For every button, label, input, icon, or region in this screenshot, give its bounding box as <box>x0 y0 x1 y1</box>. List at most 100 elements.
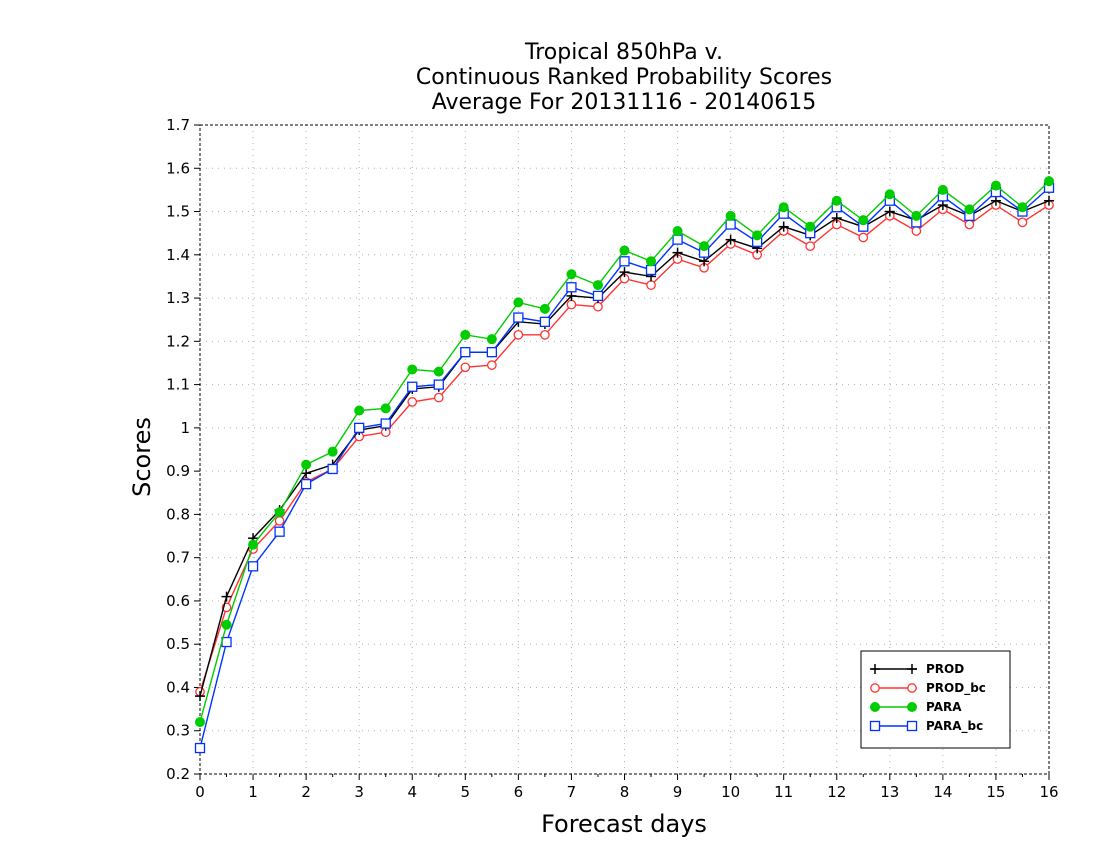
legend-label: PROD_bc <box>926 681 986 696</box>
y-tick-label: 1 <box>180 419 190 437</box>
data-point <box>327 463 338 475</box>
legend-marker <box>870 702 880 712</box>
series-prod <box>195 195 1054 702</box>
data-point <box>964 204 975 215</box>
data-point <box>407 397 418 407</box>
data-point <box>805 241 816 251</box>
series-para <box>195 176 1054 728</box>
data-point <box>486 334 497 345</box>
data-point <box>247 561 259 572</box>
data-point <box>619 245 630 256</box>
data-point <box>301 459 312 470</box>
data-point <box>327 446 338 457</box>
x-tick-label: 5 <box>461 783 471 801</box>
x-tick-label: 9 <box>673 783 683 801</box>
data-point <box>911 226 922 236</box>
data-point <box>699 256 710 267</box>
data-point <box>725 219 736 230</box>
x-tick-label: 13 <box>880 783 899 801</box>
data-point <box>194 742 206 754</box>
data-point <box>433 379 444 390</box>
x-tick-label: 14 <box>933 783 952 801</box>
data-point <box>513 297 524 308</box>
legend-marker <box>907 683 917 693</box>
x-tick-label: 7 <box>567 783 577 801</box>
x-tick-label: 0 <box>195 783 205 801</box>
data-point <box>937 184 948 195</box>
legend: PROD PROD_bc PARA PARA_bc <box>860 650 1011 749</box>
legend-marker <box>907 702 917 712</box>
data-point <box>619 267 630 278</box>
data-point <box>1044 195 1054 206</box>
data-point <box>566 269 577 280</box>
x-tick-label: 4 <box>407 783 417 801</box>
y-tick-label: 0.9 <box>166 462 190 480</box>
y-tick-label: 1.2 <box>166 332 190 350</box>
data-point <box>619 256 630 267</box>
x-tick-label: 15 <box>986 783 1005 801</box>
data-point <box>380 418 391 429</box>
legend-marker <box>906 720 918 732</box>
data-point <box>990 180 1001 191</box>
legend-item-para: PARA <box>870 700 962 714</box>
data-point <box>301 468 312 479</box>
data-point <box>248 539 259 550</box>
data-point <box>1044 176 1054 187</box>
data-point <box>433 366 444 377</box>
data-point <box>778 202 789 213</box>
x-axis-title: Forecast days <box>541 810 707 838</box>
y-tick-label: 0.2 <box>166 765 190 783</box>
data-point <box>539 303 550 314</box>
data-point <box>911 210 922 221</box>
data-point <box>884 189 895 200</box>
data-point <box>990 195 1001 206</box>
data-point <box>274 526 285 537</box>
series-para-bc <box>194 182 1055 754</box>
data-point <box>592 290 604 302</box>
data-point <box>460 346 471 358</box>
data-point <box>486 346 497 358</box>
title-line-3: Average For 20131116 - 20140615 <box>432 90 817 115</box>
y-tick-label: 0.7 <box>166 549 190 567</box>
data-point <box>645 264 657 276</box>
series-layer <box>194 176 1055 754</box>
x-tick-label: 6 <box>514 783 524 801</box>
data-point <box>380 403 391 414</box>
title-line-2: Continuous Ranked Probability Scores <box>416 65 832 90</box>
data-point <box>778 221 789 232</box>
x-tick-label: 11 <box>774 783 793 801</box>
data-point <box>831 195 842 206</box>
x-tick-label: 10 <box>721 783 740 801</box>
x-tick-label: 1 <box>248 783 258 801</box>
legend-marker <box>907 664 917 674</box>
data-point <box>486 360 497 370</box>
data-point <box>274 507 285 518</box>
data-point <box>858 215 869 226</box>
legend-label: PARA <box>926 700 962 714</box>
legend-box <box>860 650 1011 749</box>
x-tick-label: 16 <box>1039 783 1058 801</box>
data-point <box>593 301 603 312</box>
data-point <box>433 392 444 403</box>
legend-marker <box>870 683 880 693</box>
y-tick-label: 1.6 <box>166 159 190 177</box>
data-point <box>513 329 524 340</box>
y-tick-label: 0.3 <box>166 722 190 740</box>
data-point <box>354 405 365 416</box>
legend-item-prod-bc: PROD_bc <box>870 681 986 696</box>
legend-label: PARA_bc <box>926 719 983 734</box>
data-point <box>513 312 524 323</box>
chart-title: Tropical 850hPa v. Continuous Ranked Pro… <box>416 40 832 115</box>
y-tick-label: 1.1 <box>166 376 190 394</box>
data-point <box>221 619 232 630</box>
data-point <box>407 381 418 392</box>
y-tick-label: 0.4 <box>166 678 190 696</box>
data-point <box>539 316 551 328</box>
data-point <box>831 213 842 224</box>
axis-ticks: 0.2 0.3 0.4 0.5 0.6 0.7 0.8 0.9 1 1.1 1.2 1.3 1.4 1.5… <box>166 116 1058 801</box>
data-point <box>274 516 285 526</box>
x-tick-label: 12 <box>827 783 846 801</box>
y-tick-label: 0.5 <box>166 635 190 653</box>
data-point <box>566 299 577 310</box>
